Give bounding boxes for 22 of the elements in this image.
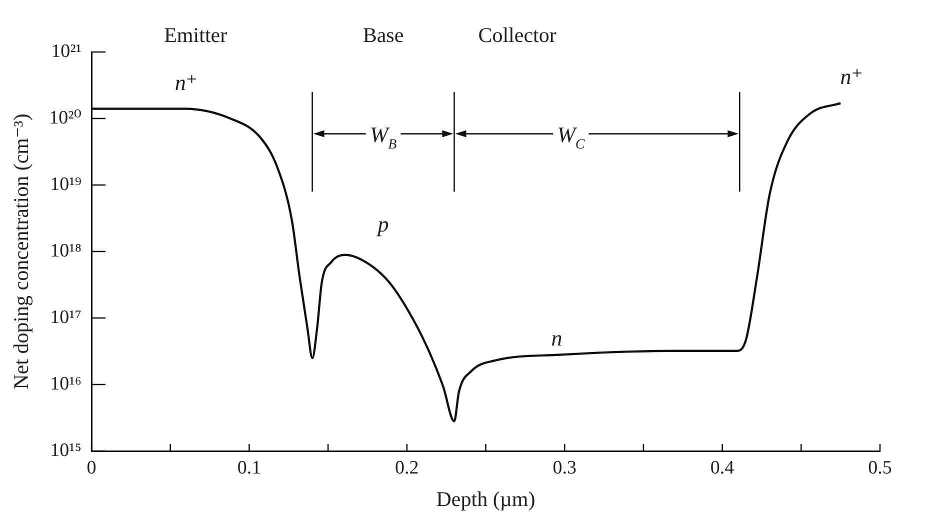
annotation: n [551,325,562,350]
x-tick-label: 0.3 [552,457,576,478]
annotation: n⁺ [840,64,863,89]
text: Base [362,23,404,48]
x-tick-label: 0.5 [868,457,892,478]
x-tick-label: 0.1 [237,457,262,478]
text: Collector [478,23,556,48]
annotation: n⁺ [174,70,198,95]
y-tick-label: 10²¹ [51,40,82,62]
y-tick-label: 10¹⁹ [50,174,82,195]
text: Emitter [164,23,228,48]
x-tick-label: 0 [86,457,96,478]
x-tick-label: 0.2 [395,457,419,478]
x-tick-label: 0.4 [710,457,735,478]
y-tick-label: 10²⁰ [49,107,82,128]
x-axis-title: Depth (µm) [436,486,536,511]
y-tick-label: 10¹⁶ [50,373,82,394]
y-tick-label: 10¹⁵ [50,440,82,461]
annotation: p [376,212,389,237]
y-tick-label: 10¹⁷ [50,306,82,328]
y-tick-label: 10¹⁸ [50,240,82,262]
y-axis-title: Net doping concentration (cm⁻³) [9,114,34,390]
